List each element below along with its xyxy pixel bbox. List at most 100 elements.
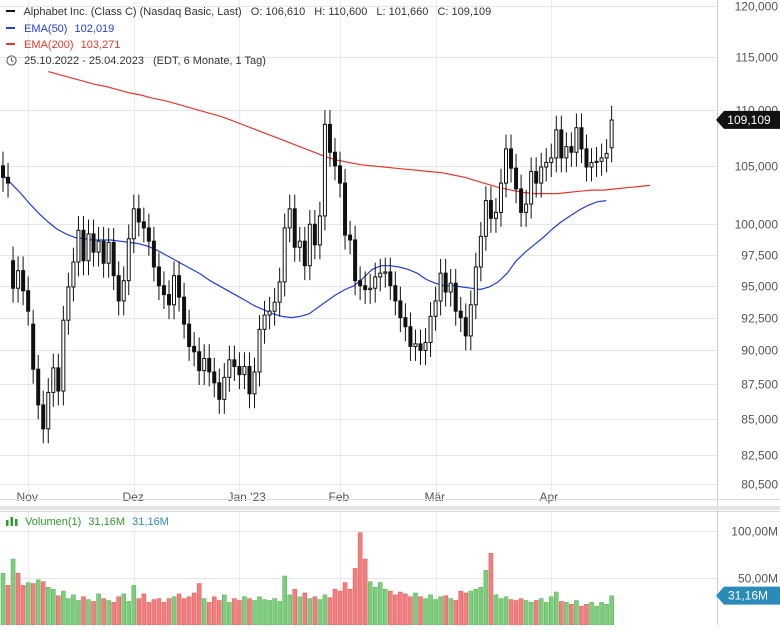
candle-body-down [559, 129, 564, 159]
candle-body-down [343, 182, 348, 236]
candle [458, 296, 463, 333]
volume-legend: Volumen(1) 31,16M 31,16M [6, 516, 169, 528]
candle-body-up [599, 157, 604, 162]
candle-body-up [529, 171, 534, 205]
candle-body-up [317, 215, 322, 246]
candle-body-up [554, 129, 559, 159]
candle [227, 345, 232, 392]
last-price-label: 109,109 [727, 113, 771, 127]
volume-bar [458, 590, 464, 626]
price-tick-label: 100,000 [735, 218, 779, 232]
volume-bar [594, 605, 599, 626]
volume-bar [523, 600, 529, 626]
candle [297, 226, 302, 262]
range-info: (EDT, 6 Monate, 1 Tag) [153, 55, 266, 67]
candle [569, 132, 574, 167]
volume-bar [15, 572, 21, 626]
candle-body-down [332, 151, 337, 167]
volume-bar [201, 598, 207, 626]
candle [262, 300, 267, 344]
volume-bar [413, 592, 418, 626]
candle-body-down [247, 366, 252, 395]
candle-body-down [403, 317, 408, 328]
candle-body-up [16, 270, 21, 289]
price-tick-label: 87,500 [741, 378, 778, 392]
candle [559, 115, 564, 173]
candle [393, 271, 398, 316]
volume-bar [262, 599, 267, 626]
candle [1, 151, 5, 192]
volume-bar [116, 596, 121, 626]
candle-body-down [197, 351, 202, 372]
candle [609, 105, 614, 163]
candle-body-down [463, 317, 468, 337]
x-tick-label: Dez [123, 490, 144, 504]
candle [579, 113, 584, 164]
candle [252, 357, 257, 409]
volume-bar [362, 558, 368, 626]
volume-bar [352, 568, 358, 626]
candle [322, 110, 327, 231]
x-tick-label: Apr [540, 490, 559, 504]
instrument-name: Alphabet Inc. (Class C) (Nasdaq Basic, L… [23, 6, 242, 18]
candle-body-up [468, 304, 473, 337]
candle [338, 151, 343, 198]
volume-bar [553, 591, 559, 626]
candle-body-up [473, 266, 478, 306]
candle-body-down [443, 272, 448, 293]
volume-bar [322, 594, 328, 626]
candle [131, 194, 136, 254]
candle [36, 354, 41, 420]
low-value: 101,660 [388, 6, 429, 18]
ema200-legend: EMA(200) 103,271 [6, 39, 120, 51]
candle-body-down [584, 148, 589, 168]
candle-body-down [398, 300, 403, 319]
candle-body-down [101, 240, 106, 264]
candle [136, 194, 141, 237]
candle-body-up [106, 241, 111, 264]
candle [483, 186, 488, 251]
candle [604, 139, 609, 173]
candle-body-down [161, 285, 166, 296]
volume-bar [30, 583, 36, 626]
candle-body-down [408, 326, 413, 347]
candle-body-down [21, 270, 26, 292]
x-tick-label: Nov [17, 490, 38, 504]
candle-body-down [187, 323, 192, 347]
candle [126, 224, 131, 296]
candle [594, 147, 599, 177]
volume-bar [206, 602, 212, 626]
high-label: H: [314, 6, 326, 18]
candle-body-up [448, 282, 453, 293]
candle-body-up [76, 229, 81, 263]
candle [564, 132, 569, 173]
price-tick-label: 115,000 [736, 51, 779, 65]
candle-body-up [428, 315, 433, 343]
candle-body-down [338, 165, 343, 184]
volume-bar [176, 593, 182, 626]
candle [403, 303, 408, 342]
candle-body-down [141, 221, 146, 229]
candle-body-down [1, 165, 5, 178]
candle-body-up [504, 148, 508, 184]
volume-bar [227, 602, 232, 626]
volume-bar [372, 587, 378, 626]
volume-bar [111, 602, 116, 626]
volume-bar [423, 598, 428, 626]
volume-bar [307, 598, 313, 626]
last-price-tag [716, 110, 780, 129]
candle-body-up [262, 314, 267, 330]
candle [182, 282, 187, 339]
volume-bar [191, 592, 197, 626]
volume-tick-label: 100,00M [731, 525, 778, 539]
close-label: C: [437, 6, 449, 18]
candle [433, 286, 438, 331]
candle [353, 225, 358, 296]
volume-bar [171, 596, 177, 626]
ema200-layer [48, 71, 650, 195]
date-range: 25.10.2022 - 25.04.2023 [24, 55, 144, 67]
candle-body-up [61, 319, 66, 392]
candle [232, 345, 237, 381]
candle-body-up [413, 343, 418, 347]
